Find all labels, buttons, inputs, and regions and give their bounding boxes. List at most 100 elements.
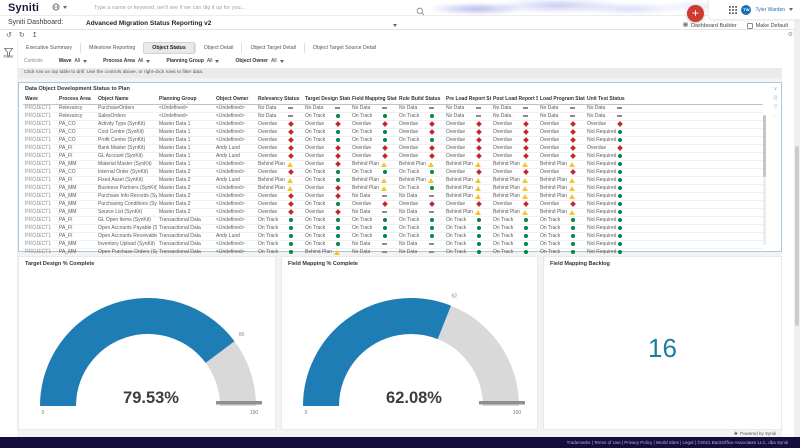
cell-post-load-report-status[interactable]: Behind Plan xyxy=(491,160,538,169)
cell-planning-group[interactable]: Master Data 2 xyxy=(157,184,214,193)
cell-field-mapping-status[interactable]: On Track xyxy=(350,112,397,121)
share-icon[interactable]: ↥ xyxy=(31,32,38,39)
cell-wave[interactable]: PROJECT1 xyxy=(23,248,57,257)
cell-relevancy-status[interactable]: Overdue xyxy=(256,152,303,161)
cell-post-load-report-status[interactable]: Behind Plan xyxy=(491,208,538,217)
cell-target-design-status[interactable]: Overdue xyxy=(303,120,350,129)
cell-load-program-status[interactable]: On Track xyxy=(538,224,585,233)
cell-rule-build-status[interactable]: No Data xyxy=(397,208,444,217)
table-row[interactable]: PROJECT1 PA_FI GL Account (SynKit) Master D… xyxy=(23,152,763,161)
cell-object-name[interactable]: Inventory Upload (SynKit) xyxy=(96,240,157,249)
table-row[interactable]: PROJECT1 PA_CO Activity Type (SynKit) Maste… xyxy=(23,120,763,129)
cell-unit-test-status[interactable]: Not Required xyxy=(585,184,632,193)
cell-object-owner[interactable]: <Undefined> xyxy=(214,192,256,201)
cell-pre-load-report-status[interactable]: Behind Plan xyxy=(444,208,491,217)
cell-object-name[interactable]: Purchasing Conditions (SynKit) xyxy=(96,200,157,209)
cell-post-load-report-status[interactable]: Overdue xyxy=(491,144,538,153)
chevron-down-icon[interactable] xyxy=(393,24,397,27)
cell-relevancy-status[interactable]: Behind Plan xyxy=(256,160,303,169)
cell-rule-build-status[interactable]: Behind Plan xyxy=(397,160,444,169)
cell-unit-test-status[interactable]: Not Required xyxy=(585,216,632,225)
cell-planning-group[interactable]: Transactional Data xyxy=(157,224,214,233)
cell-unit-test-status[interactable]: Not Required xyxy=(585,232,632,241)
cell-planning-group[interactable]: Master Data 1 xyxy=(157,144,214,153)
cell-process-area[interactable]: PA_MM xyxy=(57,184,96,193)
cell-rule-build-status[interactable]: Behind Plan xyxy=(397,176,444,185)
cell-load-program-status[interactable]: No Data xyxy=(538,104,585,113)
column-header-wave[interactable]: Wave xyxy=(23,95,57,105)
cell-unit-test-status[interactable]: Overdue xyxy=(585,120,632,129)
cell-target-design-status[interactable]: On Track xyxy=(303,216,350,225)
cell-wave[interactable]: PROJECT1 xyxy=(23,184,57,193)
cell-unit-test-status[interactable]: Not Required xyxy=(585,168,632,177)
cell-target-design-status[interactable]: On Track xyxy=(303,200,350,209)
cell-planning-group[interactable]: Master Data 2 xyxy=(157,200,214,209)
cell-post-load-report-status[interactable]: Behind Plan xyxy=(491,184,538,193)
cell-object-owner[interactable]: <Undefined> xyxy=(214,168,256,177)
table-row[interactable]: PROJECT1 PA_CO Cost Centre (SynKit) Master … xyxy=(23,128,763,137)
cell-object-owner[interactable]: <Undefined> xyxy=(214,200,256,209)
cell-wave[interactable]: PROJECT1 xyxy=(23,168,57,177)
cell-load-program-status[interactable]: Overdue xyxy=(538,128,585,137)
cell-target-design-status[interactable]: On Track xyxy=(303,112,350,121)
cell-load-program-status[interactable]: Behind Plan xyxy=(538,184,585,193)
cell-wave[interactable]: PROJECT1 xyxy=(23,120,57,129)
cell-load-program-status[interactable]: Behind Plan xyxy=(538,208,585,217)
control-process-area[interactable]: Process Area All xyxy=(103,58,151,64)
cell-rule-build-status[interactable]: On Track xyxy=(397,216,444,225)
more-icon[interactable]: ⋯ xyxy=(773,113,778,119)
cell-field-mapping-status[interactable]: Behind Plan xyxy=(350,176,397,185)
cell-object-owner[interactable]: <Undefined> xyxy=(214,104,256,113)
cell-post-load-report-status[interactable]: On Track xyxy=(491,216,538,225)
cell-pre-load-report-status[interactable]: Behind Plan xyxy=(444,160,491,169)
tab-object-target-detail[interactable]: Object Target Detail xyxy=(241,42,303,53)
cell-process-area[interactable]: PA_MM xyxy=(57,248,96,257)
cell-wave[interactable]: PROJECT1 xyxy=(23,232,57,241)
cell-relevancy-status[interactable]: On Track xyxy=(256,224,303,233)
cell-target-design-status[interactable]: On Track xyxy=(303,128,350,137)
cell-object-owner[interactable]: Andy Lund xyxy=(214,176,256,185)
cell-unit-test-status[interactable]: Not Required xyxy=(585,248,632,257)
cell-object-name[interactable]: Internal Order (SynKit) xyxy=(96,168,157,177)
cell-planning-group[interactable]: Transactional Data xyxy=(157,216,214,225)
cell-field-mapping-status[interactable]: No Data xyxy=(350,208,397,217)
cell-load-program-status[interactable]: Overdue xyxy=(538,136,585,145)
table-row[interactable]: PROJECT1 PA_MM Material Master (SynKit) Mas… xyxy=(23,160,763,169)
control-wave[interactable]: Wave All xyxy=(59,58,88,64)
cell-object-owner[interactable]: <Undefined> xyxy=(214,224,256,233)
cell-unit-test-status[interactable]: Not Required xyxy=(585,240,632,249)
cell-wave[interactable]: PROJECT1 xyxy=(23,152,57,161)
cell-rule-build-status[interactable]: Overdue xyxy=(397,120,444,129)
cell-pre-load-report-status[interactable]: Overdue xyxy=(444,128,491,137)
cell-field-mapping-status[interactable]: No Data xyxy=(350,240,397,249)
tab-milestone-reporting[interactable]: Milestone Reporting xyxy=(80,42,143,53)
cell-field-mapping-status[interactable]: Overdue xyxy=(350,152,397,161)
cell-field-mapping-status[interactable]: Overdue xyxy=(350,144,397,153)
cell-relevancy-status[interactable]: Overdue xyxy=(256,168,303,177)
cell-rule-build-status[interactable]: No Data xyxy=(397,240,444,249)
cell-object-owner[interactable]: <Undefined> xyxy=(214,112,256,121)
cell-object-name[interactable]: PurchaseOrders xyxy=(96,104,157,113)
cell-pre-load-report-status[interactable]: Behind Plan xyxy=(444,184,491,193)
make-default-checkbox[interactable] xyxy=(746,22,753,29)
cell-rule-build-status[interactable]: Overdue xyxy=(397,200,444,209)
cell-object-owner[interactable]: <Undefined> xyxy=(214,136,256,145)
cell-pre-load-report-status[interactable]: Overdue xyxy=(444,136,491,145)
make-default-toggle[interactable]: Make Default xyxy=(746,22,788,29)
cell-object-owner[interactable]: <Undefined> xyxy=(214,216,256,225)
tab-object-detail[interactable]: Object Detail xyxy=(194,42,242,53)
cell-target-design-status[interactable]: Overdue xyxy=(303,192,350,201)
cell-pre-load-report-status[interactable]: On Track xyxy=(444,216,491,225)
cell-unit-test-status[interactable]: Not Required xyxy=(585,224,632,233)
cell-planning-group[interactable]: Master Data 1 xyxy=(157,152,214,161)
cell-load-program-status[interactable]: Overdue xyxy=(538,144,585,153)
cell-process-area[interactable]: PA_MM xyxy=(57,160,96,169)
cell-field-mapping-status[interactable]: Behind Plan xyxy=(350,184,397,193)
cell-target-design-status[interactable]: On Track xyxy=(303,224,350,233)
cell-post-load-report-status[interactable]: Overdue xyxy=(491,136,538,145)
cell-process-area[interactable]: Relevancy xyxy=(57,112,96,121)
cell-process-area[interactable]: PA_CO xyxy=(57,168,96,177)
cell-load-program-status[interactable]: On Track xyxy=(538,232,585,241)
column-header-post-load-report-status[interactable]: Post Load Report Status xyxy=(491,95,538,105)
